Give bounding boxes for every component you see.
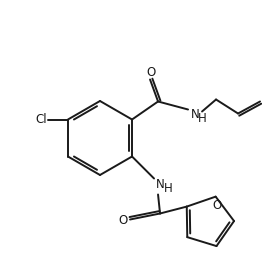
- Text: O: O: [212, 199, 221, 212]
- Text: H: H: [164, 182, 172, 195]
- Text: N: N: [156, 178, 165, 191]
- Text: H: H: [198, 112, 206, 125]
- Text: N: N: [191, 108, 199, 121]
- Text: O: O: [118, 214, 128, 227]
- Text: Cl: Cl: [35, 113, 47, 126]
- Text: O: O: [146, 66, 156, 79]
